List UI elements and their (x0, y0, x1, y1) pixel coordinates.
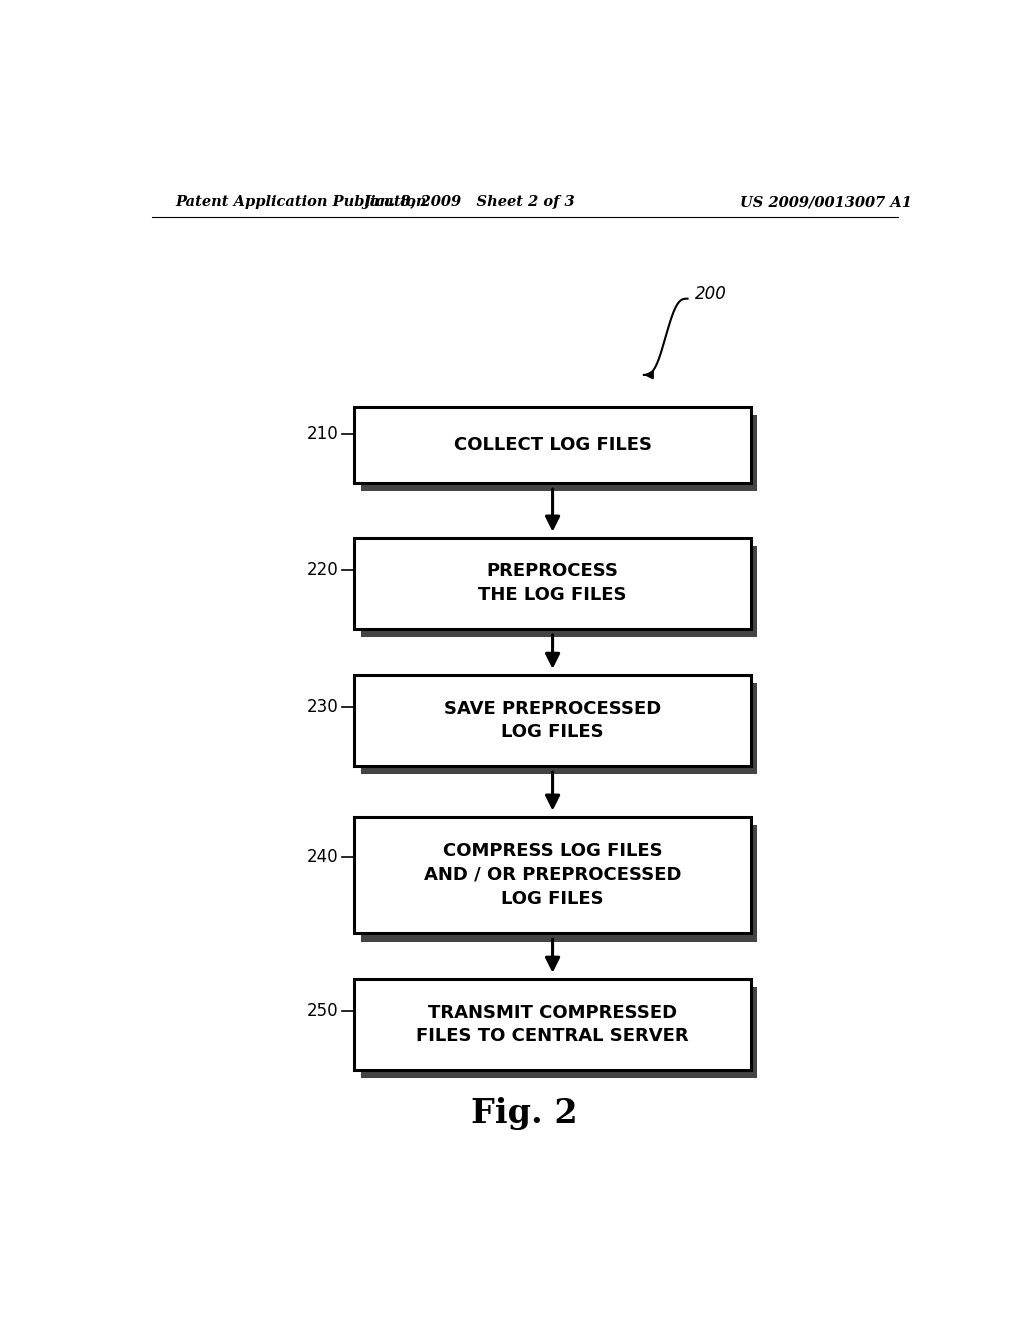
Text: Patent Application Publication: Patent Application Publication (176, 195, 427, 209)
Text: Fig. 2: Fig. 2 (471, 1097, 579, 1130)
Bar (360, 987, 758, 1078)
Text: 200: 200 (695, 285, 727, 302)
Text: Jan. 8, 2009   Sheet 2 of 3: Jan. 8, 2009 Sheet 2 of 3 (364, 195, 575, 209)
Text: 210: 210 (306, 425, 338, 442)
Text: 220: 220 (306, 561, 338, 578)
Text: 240: 240 (306, 849, 338, 866)
Text: US 2009/0013007 A1: US 2009/0013007 A1 (740, 195, 912, 209)
Bar (360, 682, 758, 775)
Bar (360, 545, 758, 638)
Text: COMPRESS LOG FILES
AND / OR PREPROCESSED
LOG FILES: COMPRESS LOG FILES AND / OR PREPROCESSED… (424, 842, 681, 908)
Text: TRANSMIT COMPRESSED
FILES TO CENTRAL SERVER: TRANSMIT COMPRESSED FILES TO CENTRAL SER… (417, 1003, 689, 1045)
Bar (354, 978, 751, 1071)
Text: PREPROCESS
THE LOG FILES: PREPROCESS THE LOG FILES (478, 562, 627, 605)
Text: SAVE PREPROCESSED
LOG FILES: SAVE PREPROCESSED LOG FILES (444, 700, 662, 742)
Text: 250: 250 (306, 1002, 338, 1019)
Text: 230: 230 (306, 698, 338, 715)
Bar (354, 675, 751, 766)
Bar (360, 825, 758, 941)
Text: COLLECT LOG FILES: COLLECT LOG FILES (454, 436, 651, 454)
Bar (354, 817, 751, 933)
Bar (354, 537, 751, 630)
Bar (360, 414, 758, 491)
Bar (354, 407, 751, 483)
